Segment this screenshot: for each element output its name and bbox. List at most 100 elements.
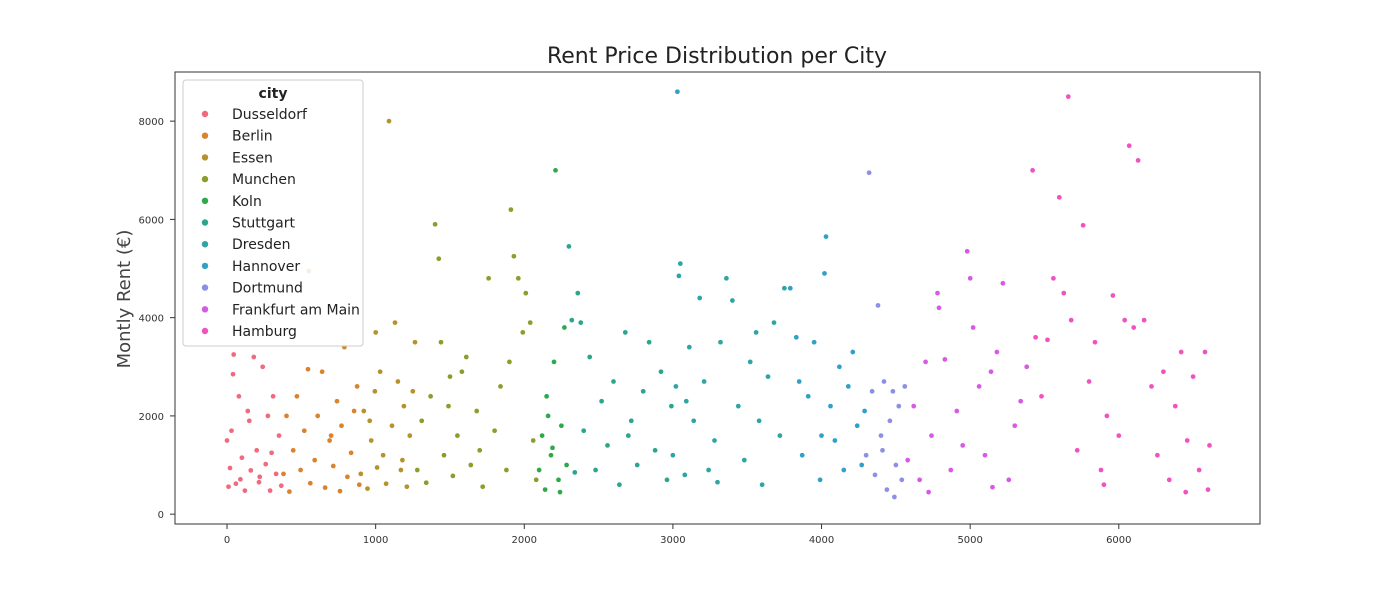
data-point-6 <box>574 290 581 296</box>
data-point-11 <box>1098 467 1104 473</box>
data-point-11 <box>1126 142 1133 149</box>
data-point-10 <box>988 368 994 375</box>
data-point-9 <box>893 462 899 468</box>
legend-title: city <box>259 86 288 102</box>
data-point-10 <box>989 484 996 491</box>
data-point-2 <box>311 457 318 463</box>
data-point-2 <box>307 480 314 487</box>
data-point-9 <box>898 476 905 483</box>
data-point-10 <box>942 356 948 363</box>
data-point-8 <box>793 334 800 341</box>
data-point-7 <box>670 452 676 459</box>
data-point-9 <box>866 169 872 176</box>
data-point-10 <box>936 304 942 311</box>
data-point-2 <box>348 449 354 456</box>
data-point-9 <box>884 486 890 493</box>
data-point-11 <box>1115 432 1122 439</box>
data-point-7 <box>705 467 712 473</box>
data-point-8 <box>849 349 856 355</box>
data-point-2 <box>280 471 287 477</box>
data-point-3 <box>406 432 413 439</box>
legend-label: Hamburg <box>232 324 297 340</box>
data-point-2 <box>354 383 360 390</box>
data-point-8 <box>827 403 834 409</box>
data-point-4 <box>519 329 526 336</box>
data-point-1 <box>237 476 244 483</box>
data-point-6 <box>625 432 632 439</box>
data-point-7 <box>681 472 688 478</box>
data-point-9 <box>881 378 887 385</box>
data-point-5 <box>555 476 562 483</box>
legend-marker <box>201 241 209 248</box>
data-point-6 <box>571 469 578 476</box>
data-point-7 <box>747 359 754 365</box>
data-point-5 <box>548 452 554 459</box>
data-point-10 <box>910 403 917 409</box>
data-point-7 <box>735 403 742 409</box>
data-point-6 <box>640 388 647 395</box>
data-point-7 <box>756 417 762 424</box>
data-point-2 <box>344 473 351 480</box>
data-point-2 <box>338 422 345 429</box>
data-point-3 <box>357 471 364 477</box>
data-point-4 <box>522 290 529 296</box>
data-point-3 <box>383 480 389 487</box>
data-point-8 <box>799 452 806 459</box>
x-tick-label: 2000 <box>512 535 537 546</box>
data-point-4 <box>463 354 470 360</box>
data-point-4 <box>445 403 452 409</box>
data-point-3 <box>398 467 404 473</box>
legend-label: Essen <box>232 150 273 166</box>
x-tick-label: 4000 <box>809 535 834 546</box>
data-point-4 <box>479 483 486 490</box>
data-point-9 <box>895 403 902 409</box>
data-point-1 <box>224 437 230 444</box>
data-point-4 <box>467 462 474 468</box>
data-point-5 <box>561 324 568 331</box>
data-point-10 <box>959 442 966 449</box>
data-point-10 <box>1005 476 1012 483</box>
data-point-1 <box>242 487 248 494</box>
data-point-3 <box>372 388 378 395</box>
data-point-11 <box>1060 290 1067 296</box>
data-point-11 <box>1206 442 1213 449</box>
data-point-11 <box>1205 486 1211 493</box>
legend-label: Stuttgart <box>232 216 295 232</box>
data-point-4 <box>473 408 480 414</box>
data-point-7 <box>676 273 682 279</box>
data-point-2 <box>351 408 357 414</box>
legend-label: Dortmund <box>232 281 303 297</box>
data-point-6 <box>580 427 587 434</box>
data-point-3 <box>395 378 401 385</box>
data-point-2 <box>297 467 304 473</box>
data-point-11 <box>1190 373 1196 380</box>
data-point-7 <box>677 260 684 267</box>
data-point-3 <box>360 408 367 414</box>
data-point-11 <box>1135 157 1141 164</box>
data-point-11 <box>1148 383 1155 390</box>
data-point-1 <box>267 487 273 494</box>
data-point-4 <box>527 319 534 326</box>
data-point-7 <box>771 319 777 326</box>
data-point-1 <box>276 432 282 439</box>
data-point-10 <box>982 452 988 459</box>
data-point-10 <box>904 457 911 463</box>
data-point-6 <box>616 481 623 488</box>
data-point-11 <box>1068 317 1075 323</box>
y-tick-label: 8000 <box>139 117 164 128</box>
data-point-7 <box>777 432 783 439</box>
x-tick-label: 3000 <box>660 535 685 546</box>
data-point-1 <box>230 371 236 378</box>
legend-marker <box>201 219 209 226</box>
legend-marker <box>201 306 209 313</box>
data-point-8 <box>674 88 681 95</box>
data-point-7 <box>701 378 707 385</box>
data-point-4 <box>432 221 438 228</box>
data-point-9 <box>878 432 884 439</box>
data-point-11 <box>1074 447 1081 454</box>
data-point-8 <box>861 408 868 414</box>
data-point-11 <box>1110 292 1116 299</box>
data-point-1 <box>265 413 271 419</box>
legend: city Dusseldorf Berlin Essen Munchen Koln Stu… <box>182 79 364 347</box>
